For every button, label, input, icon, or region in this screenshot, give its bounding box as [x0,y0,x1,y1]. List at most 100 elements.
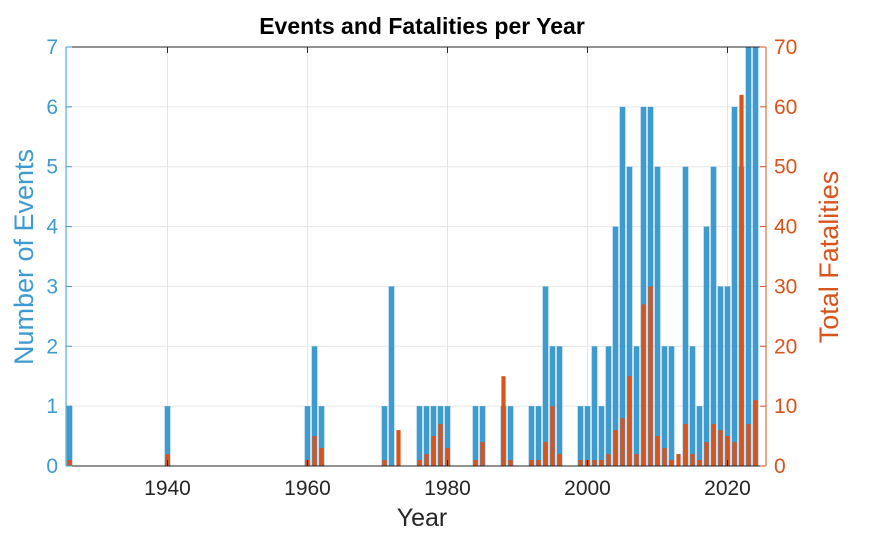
events-bar-1978 [430,406,437,466]
events-bar-1962 [318,406,325,466]
fatalities-bar-1984 [473,460,478,466]
events-bar-1993 [535,406,542,466]
events-bar-1977 [423,406,430,466]
left-axis-ticks: 0 1 2 3 4 5 6 7 [46,36,72,478]
events-bar-2024 [752,47,759,466]
fatalities-bar-1978 [431,436,436,466]
left-axis-label: Number of Events [9,149,39,365]
fatalities-bar-2014 [683,424,688,466]
fatalities-bar-1976 [417,460,422,466]
fatalities-bar-2011 [662,448,667,466]
left-tick-label-0: 0 [46,455,58,478]
fatalities-bar-1989 [508,460,513,466]
events-bar-1980 [444,406,451,466]
left-tick-label-5: 5 [46,156,58,179]
fatalities-bar-1980 [445,448,450,466]
x-tick-label-1980: 1980 [424,477,471,500]
fatalities-bar-1995 [550,406,555,466]
fatalities-bar-2016 [697,460,702,466]
right-tick-label-40: 40 [774,216,797,239]
grid-layer [66,47,766,466]
x-tick-label-1960: 1960 [284,477,331,500]
right-tick-label-50: 50 [774,156,797,179]
fatalities-bar-1979 [438,424,443,466]
events-bar-2005 [619,106,626,466]
right-tick-label-30: 30 [774,275,797,298]
fatalities-bar-2022 [739,94,744,466]
x-tick-label-1940: 1940 [144,477,191,500]
x-tick-label-2020: 2020 [704,477,751,500]
fatalities-bar-2005 [620,418,625,466]
fatalities-bar-1971 [382,460,387,466]
events-bar-2015 [689,346,696,466]
events-bar-1940 [164,406,171,466]
fatalities-bar-2019 [718,430,723,466]
fatalities-bar-2018 [711,424,716,466]
fatalities-bars [67,94,758,466]
events-bar-2014 [682,166,689,466]
fatalities-bar-1962 [319,448,324,466]
fatalities-bar-2008 [641,304,646,466]
events-bar-1996 [556,346,563,466]
x-axis-label: Year [397,504,448,532]
left-tick-label-3: 3 [46,275,58,298]
events-bar-2003 [605,346,612,466]
fatalities-bar-1992 [529,460,534,466]
events-bar-1972 [388,286,395,466]
events-bar-1989 [507,406,514,466]
left-tick-label-7: 7 [46,36,58,59]
events-bar-1992 [528,406,535,466]
fatalities-bar-1977 [424,454,429,466]
events-bar-2000 [584,406,591,466]
fatalities-bar-2003 [606,454,611,466]
fatalities-bar-2006 [627,376,632,466]
fatalities-bar-2017 [704,442,709,466]
left-tick-label-6: 6 [46,96,58,119]
fatalities-bar-2021 [732,442,737,466]
events-bar-2010 [654,166,661,466]
right-axis-label: Total Fatalities [814,171,844,344]
events-bar-2001 [591,346,598,466]
events-bar-2007 [633,346,640,466]
fatalities-bar-2024 [753,400,758,466]
fatalities-bar-2002 [599,460,604,466]
events-bar-2002 [598,406,605,466]
events-bar-2017 [703,226,710,466]
events-bar-2012 [668,346,675,466]
events-bar-1961 [311,346,318,466]
events-bar-1985 [479,406,486,466]
x-axis-ticks: 1940 1960 1980 2000 2020 [144,47,751,500]
right-tick-label-10: 10 [774,395,797,418]
fatalities-bar-1988 [501,376,506,466]
events-bar-1926 [66,406,73,466]
fatalities-bar-2001 [592,460,597,466]
events-bars [66,47,759,466]
chart-title: Events and Fatalities per Year [259,13,585,39]
axes-layer [65,46,767,467]
left-tick-label-4: 4 [46,216,58,239]
fatalities-bar-1996 [557,454,562,466]
fatalities-bar-2023 [746,424,751,466]
fatalities-bar-1985 [480,442,485,466]
left-tick-label-2: 2 [46,335,58,358]
fatalities-bar-2009 [648,286,653,466]
events-bar-2016 [696,406,703,466]
fatalities-bar-2013 [676,454,681,466]
right-tick-label-20: 20 [774,335,797,358]
fatalities-bar-1999 [578,460,583,466]
events-bar-1984 [472,406,479,466]
events-bar-2008 [640,106,647,466]
fatalities-bar-1926 [67,460,72,466]
events-bar-1971 [381,406,388,466]
events-bar-2019 [717,286,724,466]
x-tick-label-2000: 2000 [564,477,611,500]
events-bar-2006 [626,166,633,466]
events-bar-1960 [304,406,311,466]
events-bar-2018 [710,166,717,466]
fatalities-bar-2007 [634,454,639,466]
right-tick-label-0: 0 [774,455,786,478]
events-bar-2021 [731,106,738,466]
fatalities-bar-1973 [396,430,401,466]
fatalities-bar-1993 [536,460,541,466]
